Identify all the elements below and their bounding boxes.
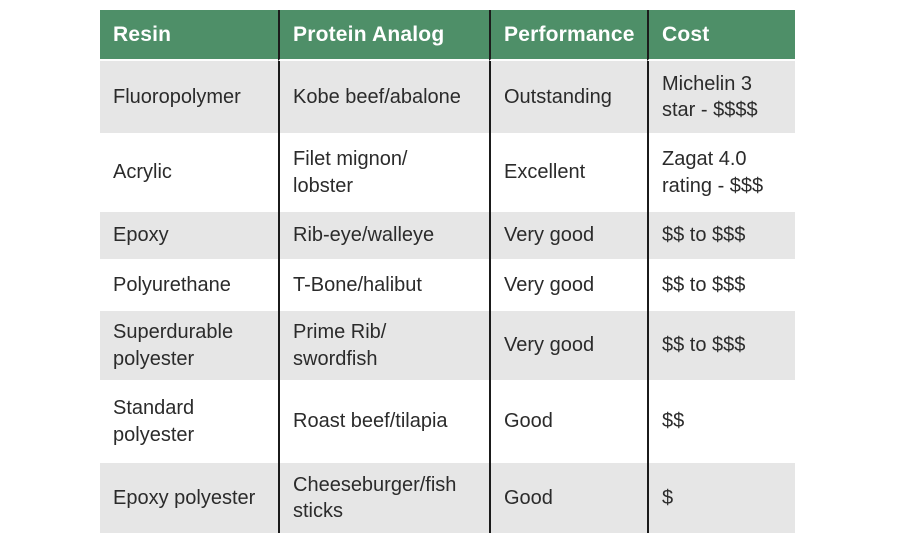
- cell-row6-cost: $$: [647, 380, 795, 463]
- cell-row3-performance: Very good: [489, 212, 647, 259]
- cell-row5-performance: Very good: [489, 311, 647, 380]
- cell-row1-resin: Fluoropolymer: [100, 61, 278, 133]
- cell-row7-performance: Good: [489, 463, 647, 533]
- cell-row7-protein-analog: Cheeseburger/fish sticks: [278, 463, 489, 533]
- cell-row4-resin: Polyurethane: [100, 259, 278, 311]
- cell-row6-resin: Standard polyester: [100, 380, 278, 463]
- column-header-protein-analog: Protein Analog: [278, 10, 489, 61]
- cell-row7-cost: $: [647, 463, 795, 533]
- cell-row3-protein-analog: Rib-eye/walleye: [278, 212, 489, 259]
- cell-row4-cost: $$ to $$$: [647, 259, 795, 311]
- cell-row2-protein-analog: Filet mignon/ lobster: [278, 133, 489, 212]
- cell-row7-resin: Epoxy polyester: [100, 463, 278, 533]
- column-header-resin: Resin: [100, 10, 278, 61]
- cell-row4-protein-analog: T-Bone/halibut: [278, 259, 489, 311]
- cell-row5-resin: Superdurable polyester: [100, 311, 278, 380]
- column-header-performance: Performance: [489, 10, 647, 61]
- cell-row1-cost: Michelin 3 star - $$$$: [647, 61, 795, 133]
- resin-protein-comparison-table: Resin Protein Analog Performance Cost Fl…: [100, 10, 795, 533]
- cell-row2-resin: Acrylic: [100, 133, 278, 212]
- cell-row5-protein-analog: Prime Rib/ swordfish: [278, 311, 489, 380]
- column-header-cost: Cost: [647, 10, 795, 61]
- cell-row3-resin: Epoxy: [100, 212, 278, 259]
- cell-row2-performance: Excellent: [489, 133, 647, 212]
- cell-row4-performance: Very good: [489, 259, 647, 311]
- cell-row2-cost: Zagat 4.0 rating - $$$: [647, 133, 795, 212]
- cell-row6-performance: Good: [489, 380, 647, 463]
- cell-row3-cost: $$ to $$$: [647, 212, 795, 259]
- cell-row1-protein-analog: Kobe beef/abalone: [278, 61, 489, 133]
- cell-row6-protein-analog: Roast beef/tilapia: [278, 380, 489, 463]
- cell-row1-performance: Outstanding: [489, 61, 647, 133]
- cell-row5-cost: $$ to $$$: [647, 311, 795, 380]
